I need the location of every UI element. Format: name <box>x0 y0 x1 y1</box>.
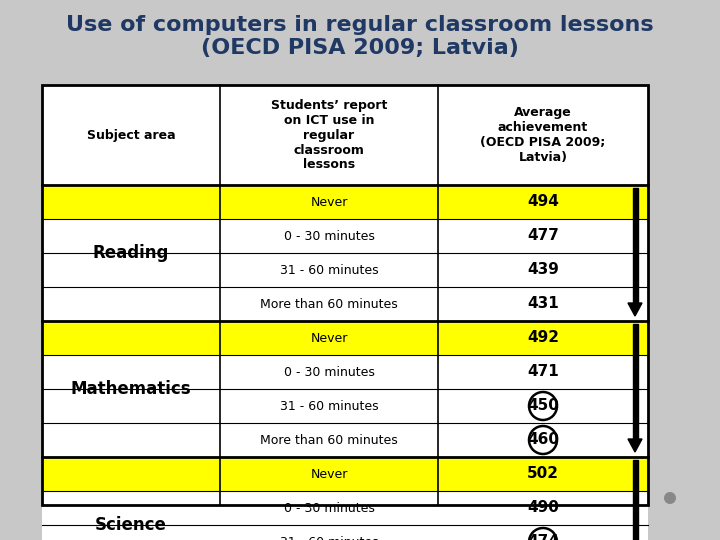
Bar <box>42 219 648 253</box>
Text: 431: 431 <box>527 296 559 312</box>
Bar <box>42 253 648 287</box>
Bar <box>42 491 648 525</box>
Text: 0 - 30 minutes: 0 - 30 minutes <box>284 502 374 515</box>
Bar <box>42 355 648 389</box>
Polygon shape <box>628 439 642 452</box>
Text: 450: 450 <box>527 399 559 414</box>
Text: 474: 474 <box>527 535 559 540</box>
Text: 460: 460 <box>527 433 559 448</box>
Text: 492: 492 <box>527 330 559 346</box>
Text: 0 - 30 minutes: 0 - 30 minutes <box>284 230 374 242</box>
Bar <box>632 460 637 540</box>
Text: Students’ report
on ICT use in
regular
classroom
lessons: Students’ report on ICT use in regular c… <box>271 98 387 172</box>
Text: 502: 502 <box>527 467 559 482</box>
Text: 31 - 60 minutes: 31 - 60 minutes <box>279 264 378 276</box>
Text: 0 - 30 minutes: 0 - 30 minutes <box>284 366 374 379</box>
Bar <box>42 423 648 457</box>
Bar <box>42 85 648 505</box>
Bar <box>42 321 648 355</box>
Text: Never: Never <box>310 332 348 345</box>
Text: Subject area: Subject area <box>86 129 175 141</box>
Bar <box>42 457 648 491</box>
Bar <box>42 287 648 321</box>
Polygon shape <box>628 303 642 316</box>
Text: Never: Never <box>310 468 348 481</box>
Text: Mathematics: Mathematics <box>71 380 192 398</box>
Text: 471: 471 <box>527 364 559 380</box>
Bar <box>632 188 637 303</box>
Circle shape <box>664 492 676 504</box>
Text: 477: 477 <box>527 228 559 244</box>
Text: Use of computers in regular classroom lessons: Use of computers in regular classroom le… <box>66 15 654 35</box>
Text: 494: 494 <box>527 194 559 210</box>
Text: (OECD PISA 2009; Latvia): (OECD PISA 2009; Latvia) <box>201 38 519 58</box>
Text: Average
achievement
(OECD PISA 2009;
Latvia): Average achievement (OECD PISA 2009; Lat… <box>480 106 606 164</box>
Text: Science: Science <box>95 516 167 534</box>
Bar <box>42 525 648 540</box>
Text: 490: 490 <box>527 501 559 516</box>
Text: 31 - 60 minutes: 31 - 60 minutes <box>279 400 378 413</box>
Text: Reading: Reading <box>93 244 169 262</box>
Bar <box>42 389 648 423</box>
Text: 439: 439 <box>527 262 559 278</box>
Text: 31 - 60 minutes: 31 - 60 minutes <box>279 536 378 540</box>
Text: Never: Never <box>310 195 348 208</box>
Bar <box>42 85 648 505</box>
Bar <box>42 185 648 219</box>
Text: More than 60 minutes: More than 60 minutes <box>260 298 398 310</box>
Bar <box>632 324 637 439</box>
Text: More than 60 minutes: More than 60 minutes <box>260 434 398 447</box>
